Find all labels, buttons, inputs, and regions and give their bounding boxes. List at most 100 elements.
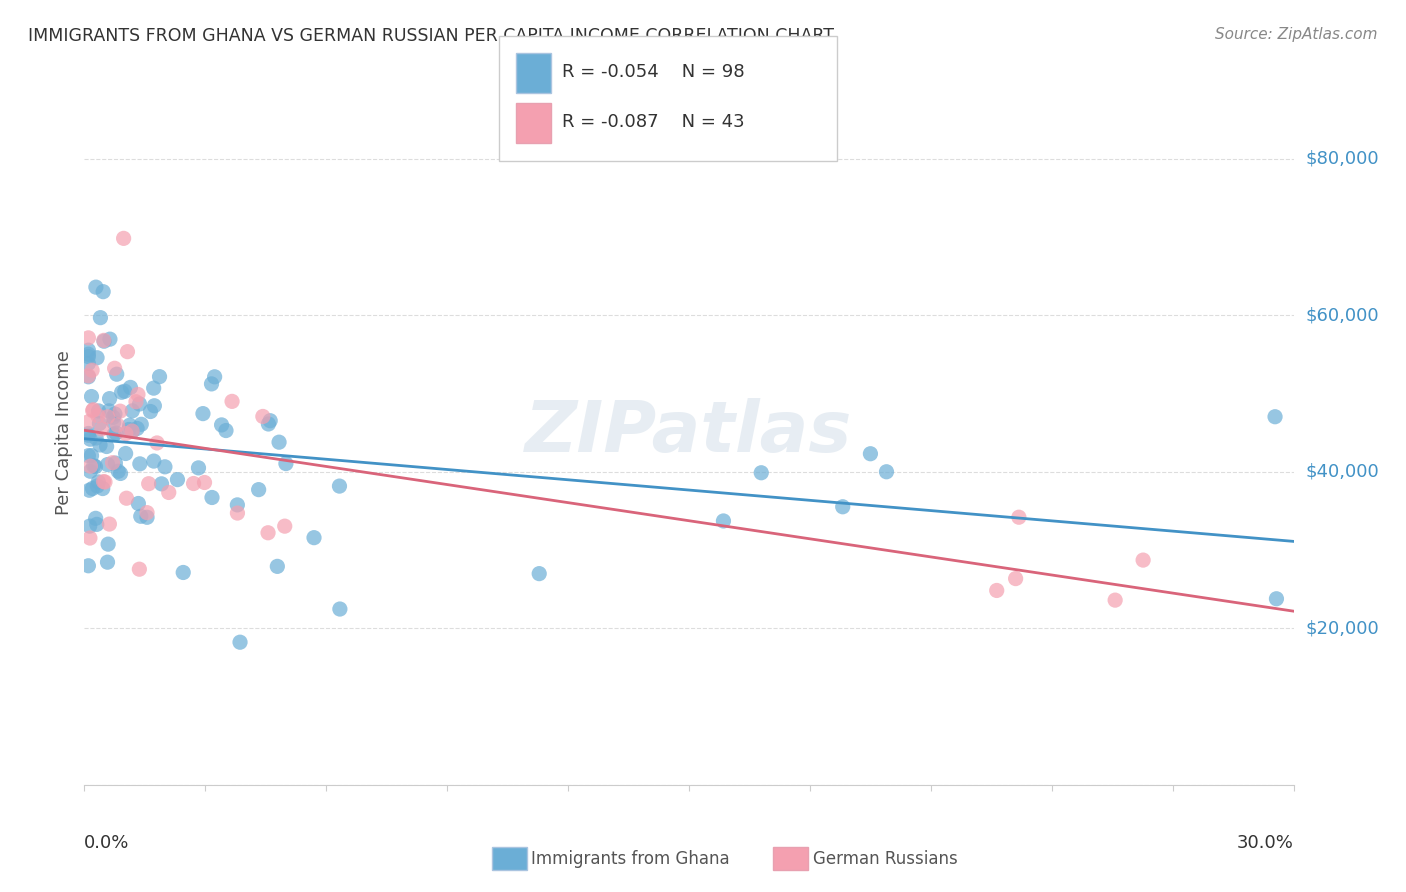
Immigrants from Ghana [86,517,108,532]
Immigrants from Ghana [118,422,141,436]
German Russians [101,456,124,470]
Immigrants from Ghana [129,417,152,432]
Immigrants from Ghana [89,438,111,452]
Text: 30.0%: 30.0% [1237,834,1294,852]
Immigrants from Ghana [114,446,136,460]
Text: 0.0%: 0.0% [84,834,129,852]
Immigrants from Ghana [77,449,100,463]
Immigrants from Ghana [103,416,125,430]
Text: $40,000: $40,000 [1306,463,1379,481]
German Russians [98,517,121,532]
Immigrants from Ghana [166,473,188,487]
Immigrants from Ghana [129,509,152,524]
Immigrants from Ghana [226,498,249,512]
Immigrants from Ghana [87,475,110,489]
Immigrants from Ghana [200,376,222,391]
Immigrants from Ghana [77,343,100,358]
German Russians [226,506,249,520]
Immigrants from Ghana [121,425,143,439]
Immigrants from Ghana [529,566,551,581]
German Russians [252,409,274,424]
Text: Source: ZipAtlas.com: Source: ZipAtlas.com [1215,27,1378,42]
Immigrants from Ghana [127,421,149,435]
Immigrants from Ghana [98,404,121,418]
German Russians [77,331,100,345]
Immigrants from Ghana [97,458,120,472]
Immigrants from Ghana [153,459,176,474]
Immigrants from Ghana [97,537,120,551]
Immigrants from Ghana [89,310,111,325]
German Russians [82,403,104,417]
Immigrants from Ghana [98,332,121,346]
German Russians [112,231,135,245]
Y-axis label: Per Capita Income: Per Capita Income [55,351,73,515]
Immigrants from Ghana [105,368,128,382]
Immigrants from Ghana [121,404,143,418]
Immigrants from Ghana [91,285,114,299]
German Russians [82,402,104,417]
German Russians [121,424,143,438]
Text: Immigrants from Ghana: Immigrants from Ghana [531,849,730,868]
German Russians [193,475,215,490]
Immigrants from Ghana [142,454,165,468]
German Russians [136,506,159,520]
Immigrants from Ghana [83,458,105,473]
Immigrants from Ghana [84,459,107,474]
Immigrants from Ghana [266,559,288,574]
Immigrants from Ghana [79,519,101,533]
German Russians [115,426,138,441]
Immigrants from Ghana [105,426,128,441]
Immigrants from Ghana [875,465,897,479]
German Russians [221,394,243,409]
Immigrants from Ghana [77,350,100,364]
Immigrants from Ghana [204,369,226,384]
Immigrants from Ghana [1265,591,1288,606]
German Russians [79,459,101,474]
German Russians [1004,572,1026,586]
Immigrants from Ghana [120,380,142,394]
Text: $20,000: $20,000 [1306,619,1379,638]
Immigrants from Ghana [84,511,107,525]
Immigrants from Ghana [274,457,297,471]
Text: German Russians: German Russians [813,849,957,868]
Immigrants from Ghana [172,566,194,580]
Immigrants from Ghana [86,479,108,493]
Immigrants from Ghana [139,404,162,418]
Immigrants from Ghana [329,602,352,616]
German Russians [93,475,115,489]
Immigrants from Ghana [201,491,224,505]
Immigrants from Ghana [107,464,129,478]
Text: $60,000: $60,000 [1306,306,1379,324]
German Russians [94,475,117,489]
Immigrants from Ghana [91,482,114,496]
Immigrants from Ghana [79,464,101,478]
German Russians [115,491,138,506]
Immigrants from Ghana [831,500,853,514]
Text: ZIPatlas: ZIPatlas [526,398,852,467]
Immigrants from Ghana [215,424,238,438]
Immigrants from Ghana [77,347,100,361]
German Russians [90,422,112,436]
Immigrants from Ghana [79,483,101,498]
German Russians [117,344,139,359]
Immigrants from Ghana [859,447,882,461]
German Russians [93,334,115,348]
Immigrants from Ghana [229,635,252,649]
German Russians [77,368,100,383]
Immigrants from Ghana [98,392,121,406]
Immigrants from Ghana [118,418,141,433]
Immigrants from Ghana [150,476,173,491]
Immigrants from Ghana [103,427,125,442]
Text: R = -0.054    N = 98: R = -0.054 N = 98 [562,63,745,81]
Text: R = -0.087    N = 43: R = -0.087 N = 43 [562,113,745,131]
Immigrants from Ghana [302,531,325,545]
Immigrants from Ghana [77,356,100,370]
German Russians [274,519,297,533]
Immigrants from Ghana [127,496,149,510]
Immigrants from Ghana [86,351,108,365]
German Russians [104,361,127,376]
German Russians [1104,593,1126,607]
Immigrants from Ghana [211,417,233,432]
German Russians [986,583,1008,598]
German Russians [107,418,129,433]
